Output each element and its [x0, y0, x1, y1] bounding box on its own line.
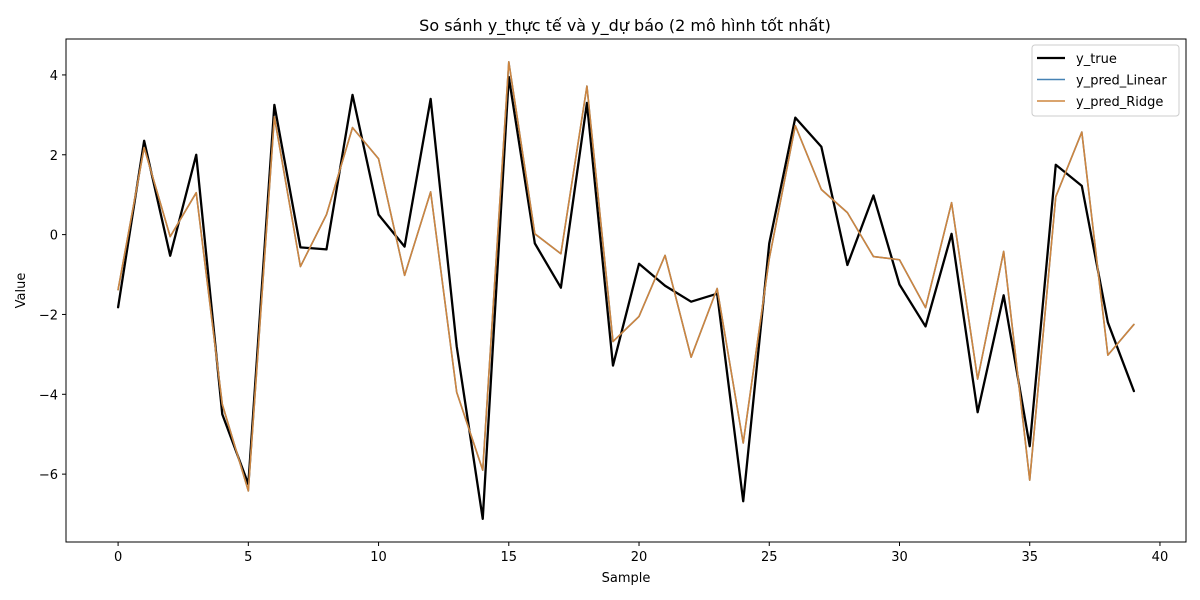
x-tick-label: 15: [501, 550, 518, 565]
x-tick-label: 5: [244, 550, 252, 565]
chart-legend: y_true y_pred_Linear y_pred_Ridge: [1031, 44, 1180, 117]
y-axis-label: Value: [14, 273, 29, 309]
legend-label: y_pred_Ridge: [1076, 95, 1163, 110]
y-tick-label: 2: [50, 149, 58, 164]
x-tick-label: 35: [1021, 550, 1038, 565]
series-line-y-true: [116, 75, 1136, 520]
x-tick-label: 40: [1152, 550, 1169, 565]
x-tick-label: 10: [370, 550, 387, 565]
x-tick-label: 30: [891, 550, 908, 565]
chart-axes: 0 5 10 15 20 25 30 35 40 −6 −4 −2 0 2 4: [39, 69, 1168, 565]
plot-frame: [65, 38, 1187, 543]
y-tick-label: −4: [39, 388, 58, 403]
y-tick-label: −2: [39, 308, 58, 323]
x-tick-label: 0: [114, 550, 122, 565]
x-tick-label: 20: [631, 550, 648, 565]
y-tick-label: 0: [50, 229, 58, 244]
x-axis-label: Sample: [602, 571, 651, 586]
x-tick-label: 25: [761, 550, 778, 565]
series-line-y-pred-ridge: [117, 60, 1135, 492]
legend-label: y_pred_Linear: [1076, 74, 1167, 89]
y-tick-label: −6: [39, 468, 58, 483]
legend-label: y_true: [1076, 52, 1117, 67]
chart-marks: [116, 60, 1136, 520]
y-tick-label: 4: [50, 69, 58, 84]
chart-title: So sánh y_thực tế và y_dự báo (2 mô hình…: [419, 16, 831, 36]
legend-box: [1031, 44, 1180, 117]
